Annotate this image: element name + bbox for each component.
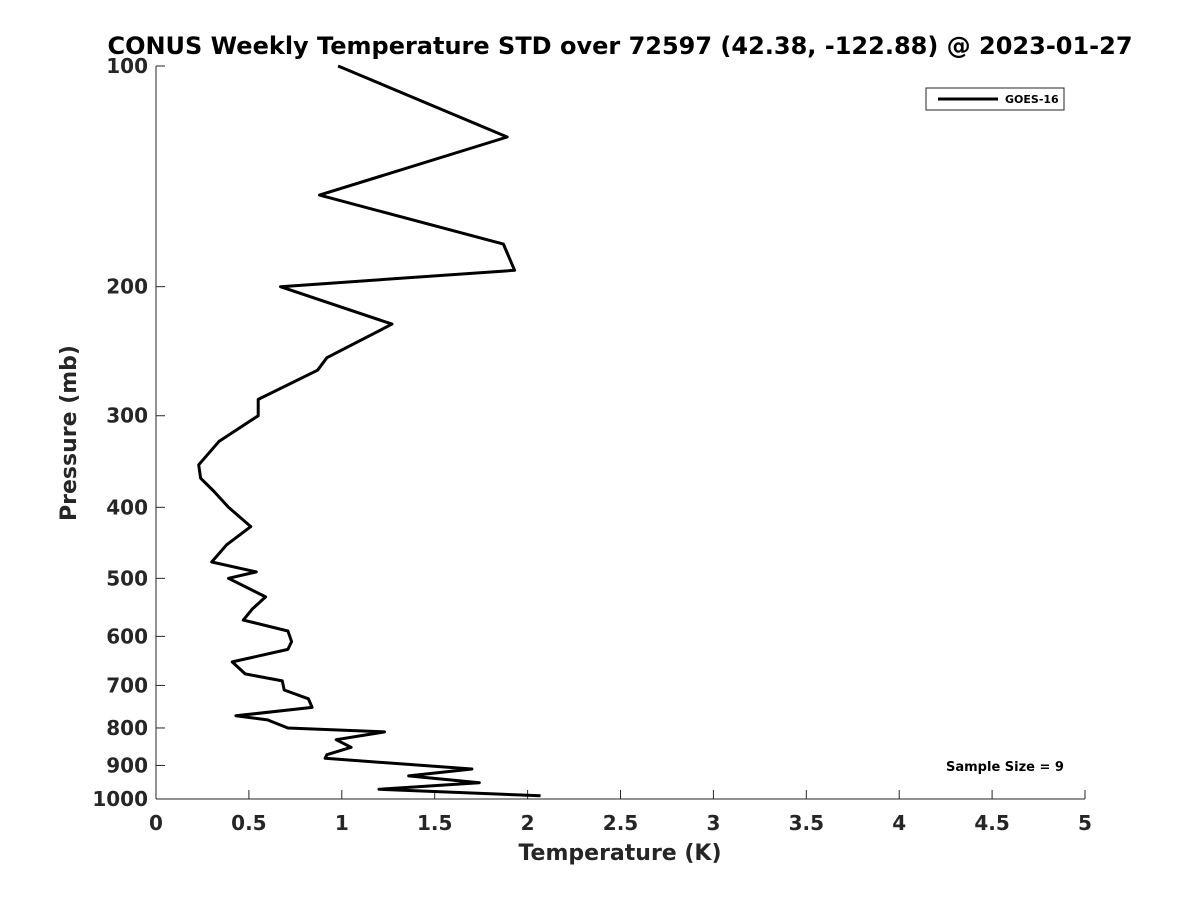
- y-tick-label: 400: [106, 495, 148, 519]
- series-line-goes-16: [197, 64, 541, 798]
- x-tick-label: 4: [892, 811, 906, 835]
- x-tick-label: 1: [335, 811, 349, 835]
- x-tick-label: 3.5: [789, 811, 824, 835]
- sample-size-annotation: Sample Size = 9: [946, 760, 1064, 775]
- y-tick-label: 800: [106, 716, 148, 740]
- chart-title: CONUS Weekly Temperature STD over 72597 …: [107, 32, 1132, 60]
- y-axis-label: Pressure (mb): [57, 345, 82, 521]
- legend: GOES-16: [925, 87, 1065, 111]
- x-tick-label: 4.5: [974, 811, 1009, 835]
- y-tick-label: 1000: [92, 787, 148, 811]
- x-axis-ticks: 0 0.5 1 1.5 2 2.5 3 3.5 4 4.5 5: [149, 790, 1092, 835]
- y-tick-label: 700: [106, 673, 148, 697]
- y-tick-label: 900: [106, 753, 148, 777]
- y-tick-label: 600: [106, 624, 148, 648]
- y-tick-label: 300: [106, 404, 148, 428]
- x-tick-label: 0.5: [231, 811, 266, 835]
- x-tick-label: 2.5: [603, 811, 638, 835]
- x-axis-label: Temperature (K): [518, 841, 721, 866]
- legend-label-goes-16: GOES-16: [1005, 93, 1059, 106]
- x-tick-label: 1.5: [417, 811, 452, 835]
- x-tick-label: 0: [149, 811, 163, 835]
- x-tick-label: 3: [706, 811, 720, 835]
- plot-area: 0 0.5 1 1.5 2 2.5 3 3.5 4 4.5 5 100 200 300 400 500 600…: [92, 54, 1092, 835]
- x-tick-label: 2: [521, 811, 535, 835]
- y-tick-label: 200: [106, 275, 148, 299]
- x-tick-label: 5: [1078, 811, 1092, 835]
- y-tick-label: 100: [106, 54, 148, 78]
- y-tick-label: 500: [106, 566, 148, 590]
- y-axis-ticks: 100 200 300 400 500 600 700 800 900 1000: [92, 54, 165, 811]
